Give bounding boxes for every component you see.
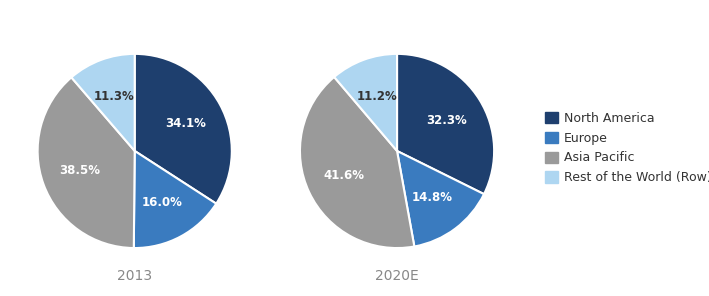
Wedge shape (38, 77, 135, 248)
Wedge shape (397, 151, 484, 247)
Text: 16.0%: 16.0% (142, 196, 183, 209)
Wedge shape (135, 54, 232, 204)
Legend: North America, Europe, Asia Pacific, Rest of the World (Row): North America, Europe, Asia Pacific, Res… (542, 108, 709, 188)
Wedge shape (72, 54, 135, 151)
Wedge shape (134, 151, 216, 248)
Text: 2013: 2013 (117, 269, 152, 283)
Wedge shape (300, 77, 414, 248)
Text: 34.1%: 34.1% (165, 117, 206, 130)
Text: 2020E: 2020E (375, 269, 419, 283)
Text: 11.2%: 11.2% (357, 90, 397, 103)
Wedge shape (334, 54, 397, 151)
Text: 38.5%: 38.5% (60, 165, 101, 178)
Text: 32.3%: 32.3% (426, 114, 467, 127)
Text: 11.3%: 11.3% (94, 90, 135, 103)
Text: 41.6%: 41.6% (324, 169, 365, 182)
Text: 14.8%: 14.8% (411, 191, 452, 204)
Wedge shape (397, 54, 494, 194)
